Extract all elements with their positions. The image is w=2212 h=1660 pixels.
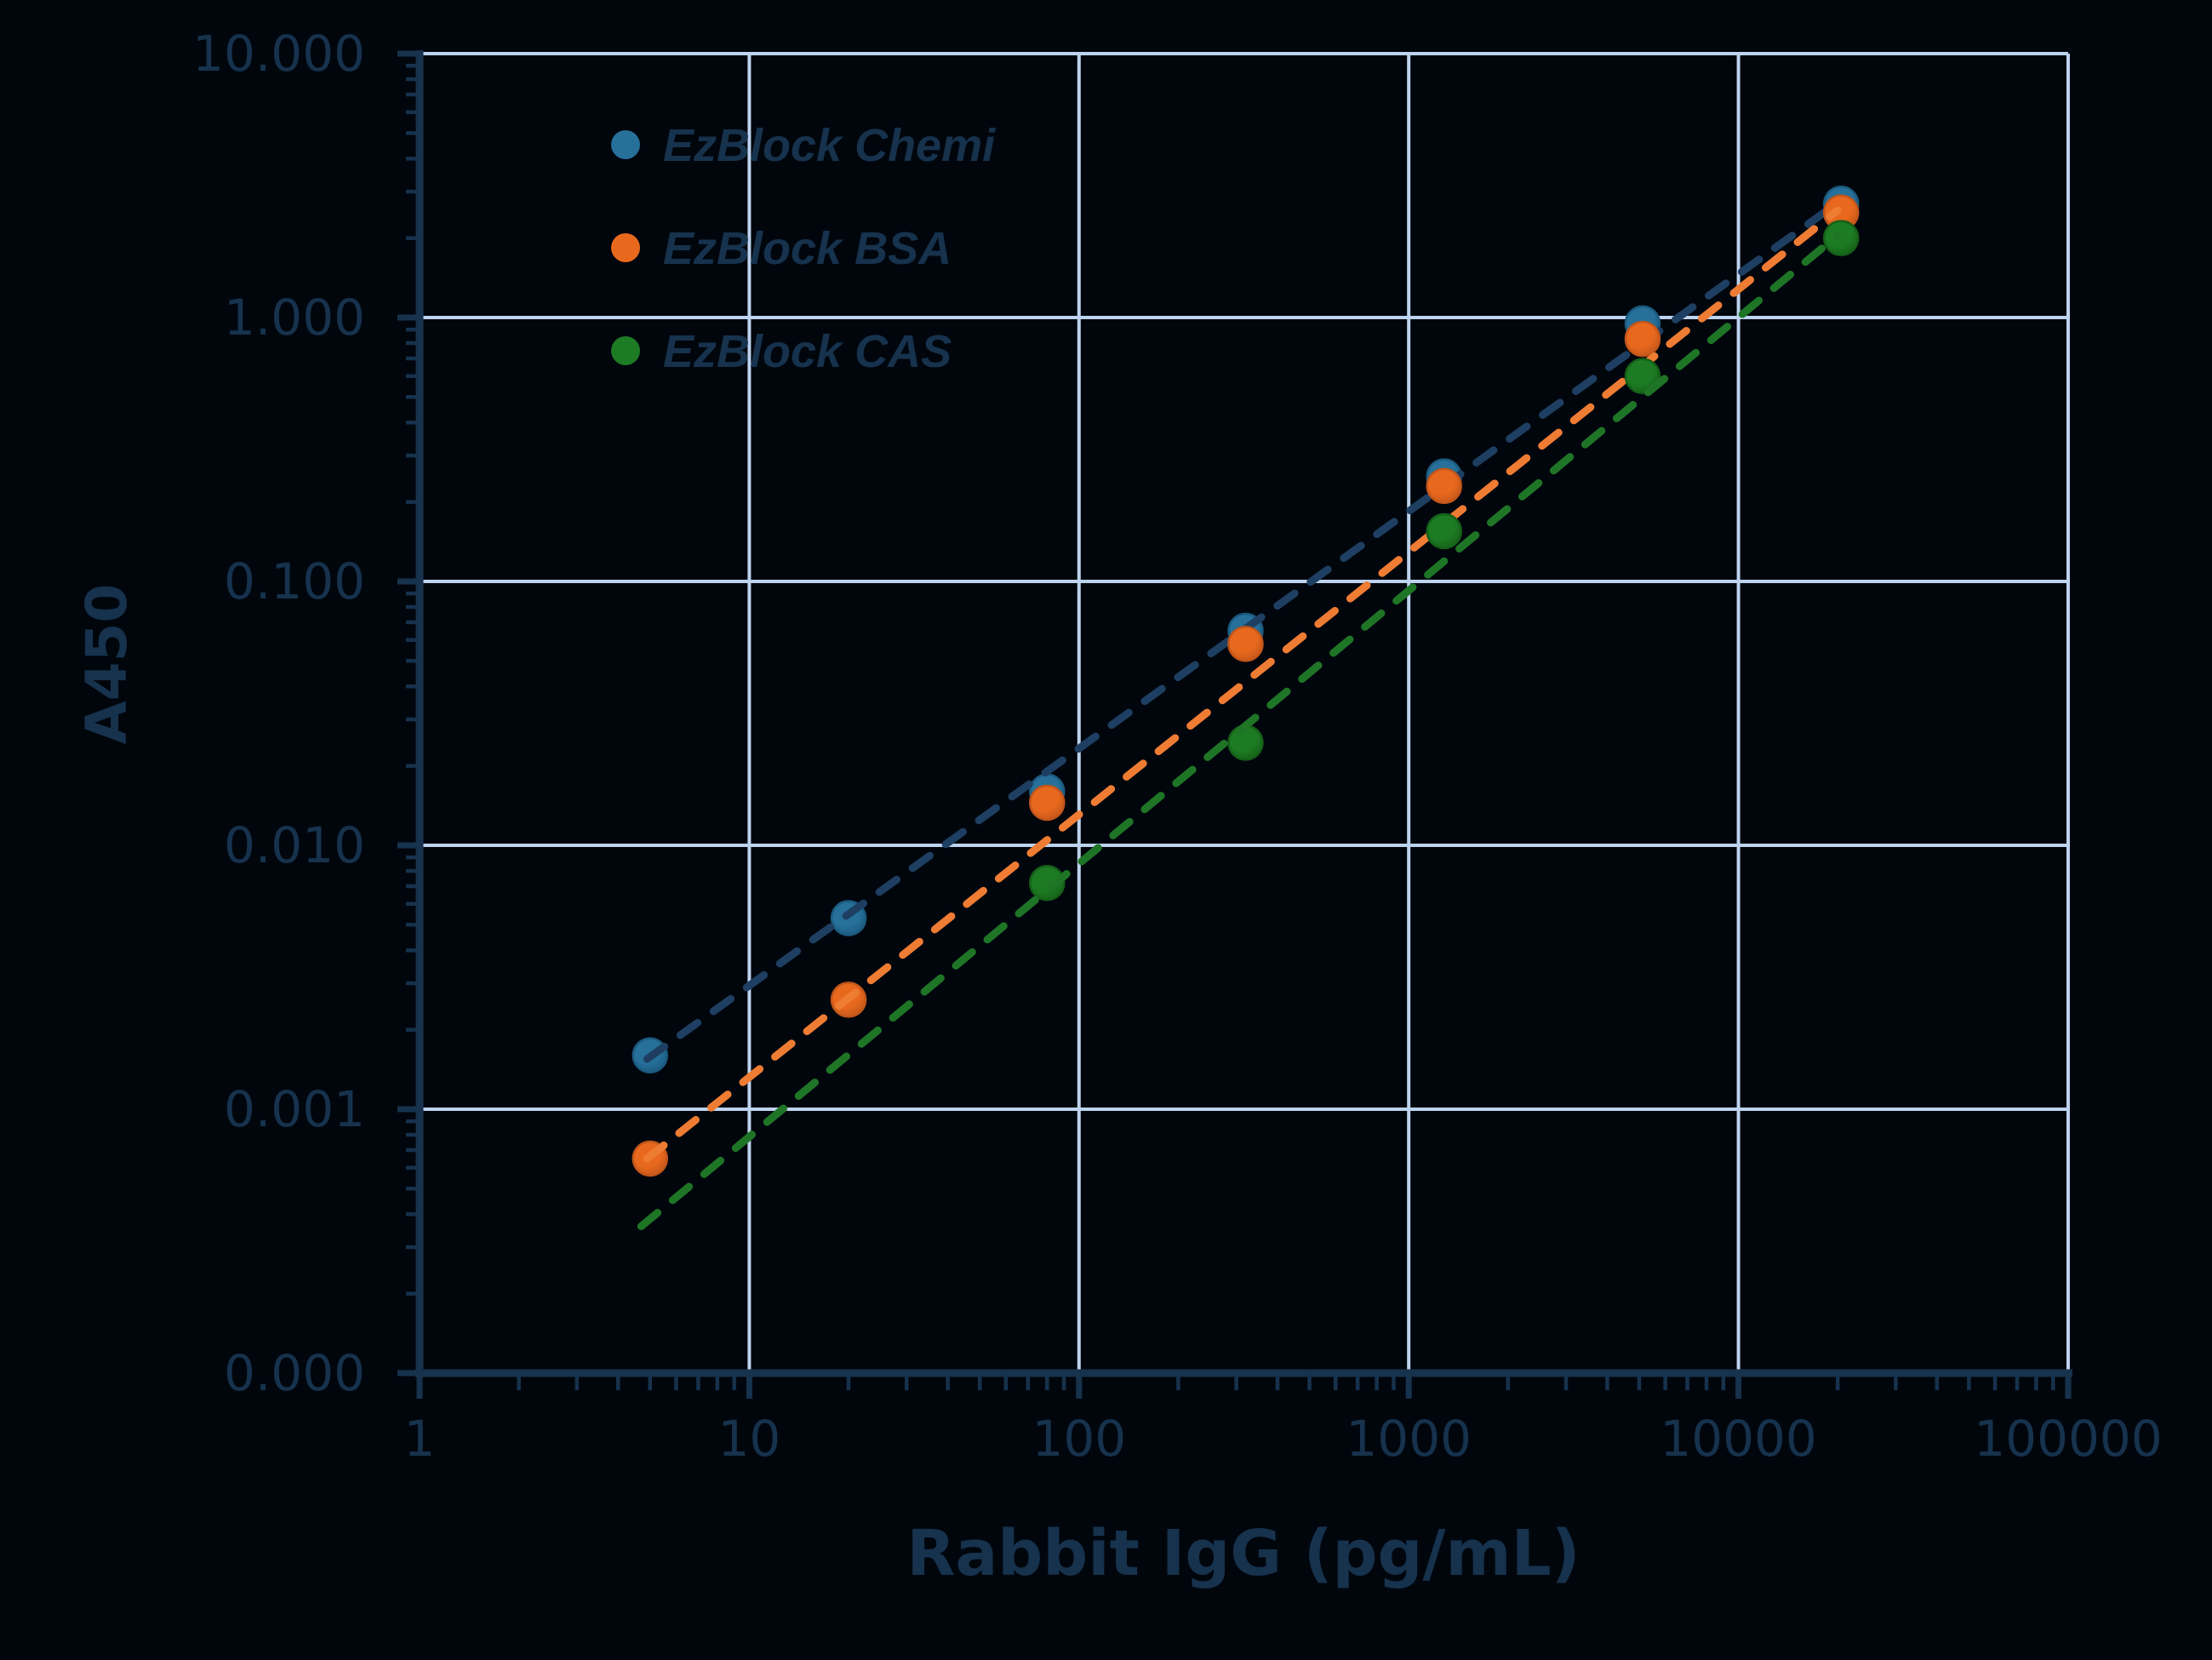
legend-item-ezblock-chemi: EzBlock Chemi [611, 120, 996, 171]
y-tick-label: 0.010 [224, 816, 365, 874]
legend-marker-icon [611, 130, 640, 159]
y-tick-label: 0.001 [224, 1080, 365, 1138]
legend-marker-icon [611, 336, 640, 365]
data-point [1624, 358, 1661, 395]
data-series [632, 186, 1860, 1231]
gridlines [420, 52, 2070, 1373]
legend-item-ezblock-bsa: EzBlock BSA [611, 223, 952, 274]
x-tick-label: 100000 [1974, 1410, 2162, 1468]
x-tick-label: 1 [404, 1410, 436, 1468]
x-tick-label: 10000 [1660, 1410, 1817, 1468]
tick-labels: 10.000 1.000 0.100 0.010 0.001 0.000 1 10 100 100… [192, 25, 2163, 1468]
legend-label: EzBlock BSA [663, 223, 952, 274]
data-point [1624, 320, 1661, 358]
y-tick-label: 10.000 [192, 25, 365, 83]
x-axis-title: Rabbit IgG (pg/mL) [906, 1517, 1580, 1590]
data-point [1227, 724, 1264, 761]
data-point [1426, 512, 1462, 550]
x-tick-label: 10 [717, 1410, 780, 1468]
legend-marker-icon [611, 233, 640, 262]
axis-ticks [397, 50, 2072, 1399]
y-axis-title: A450 [74, 584, 140, 745]
data-point [1227, 626, 1264, 662]
legend-item-ezblock-cas: EzBlock CAS [611, 326, 952, 377]
legend: EzBlock Chemi EzBlock BSA EzBlock CAS [611, 120, 996, 377]
data-point [1822, 220, 1860, 256]
trend-line [637, 231, 1842, 1231]
y-tick-label: 1.000 [224, 289, 365, 346]
y-tick-label: 0.000 [224, 1344, 365, 1402]
axes [415, 50, 2072, 1377]
x-tick-label: 1000 [1346, 1410, 1472, 1468]
data-point [1029, 864, 1066, 902]
x-tick-label: 100 [1032, 1410, 1126, 1468]
y-tick-label: 0.100 [224, 552, 365, 610]
legend-label: EzBlock CAS [663, 326, 952, 377]
legend-label: EzBlock Chemi [663, 120, 996, 171]
data-point [1029, 784, 1066, 821]
data-point [1426, 467, 1462, 505]
series-ezblock-cas [637, 220, 1860, 1231]
